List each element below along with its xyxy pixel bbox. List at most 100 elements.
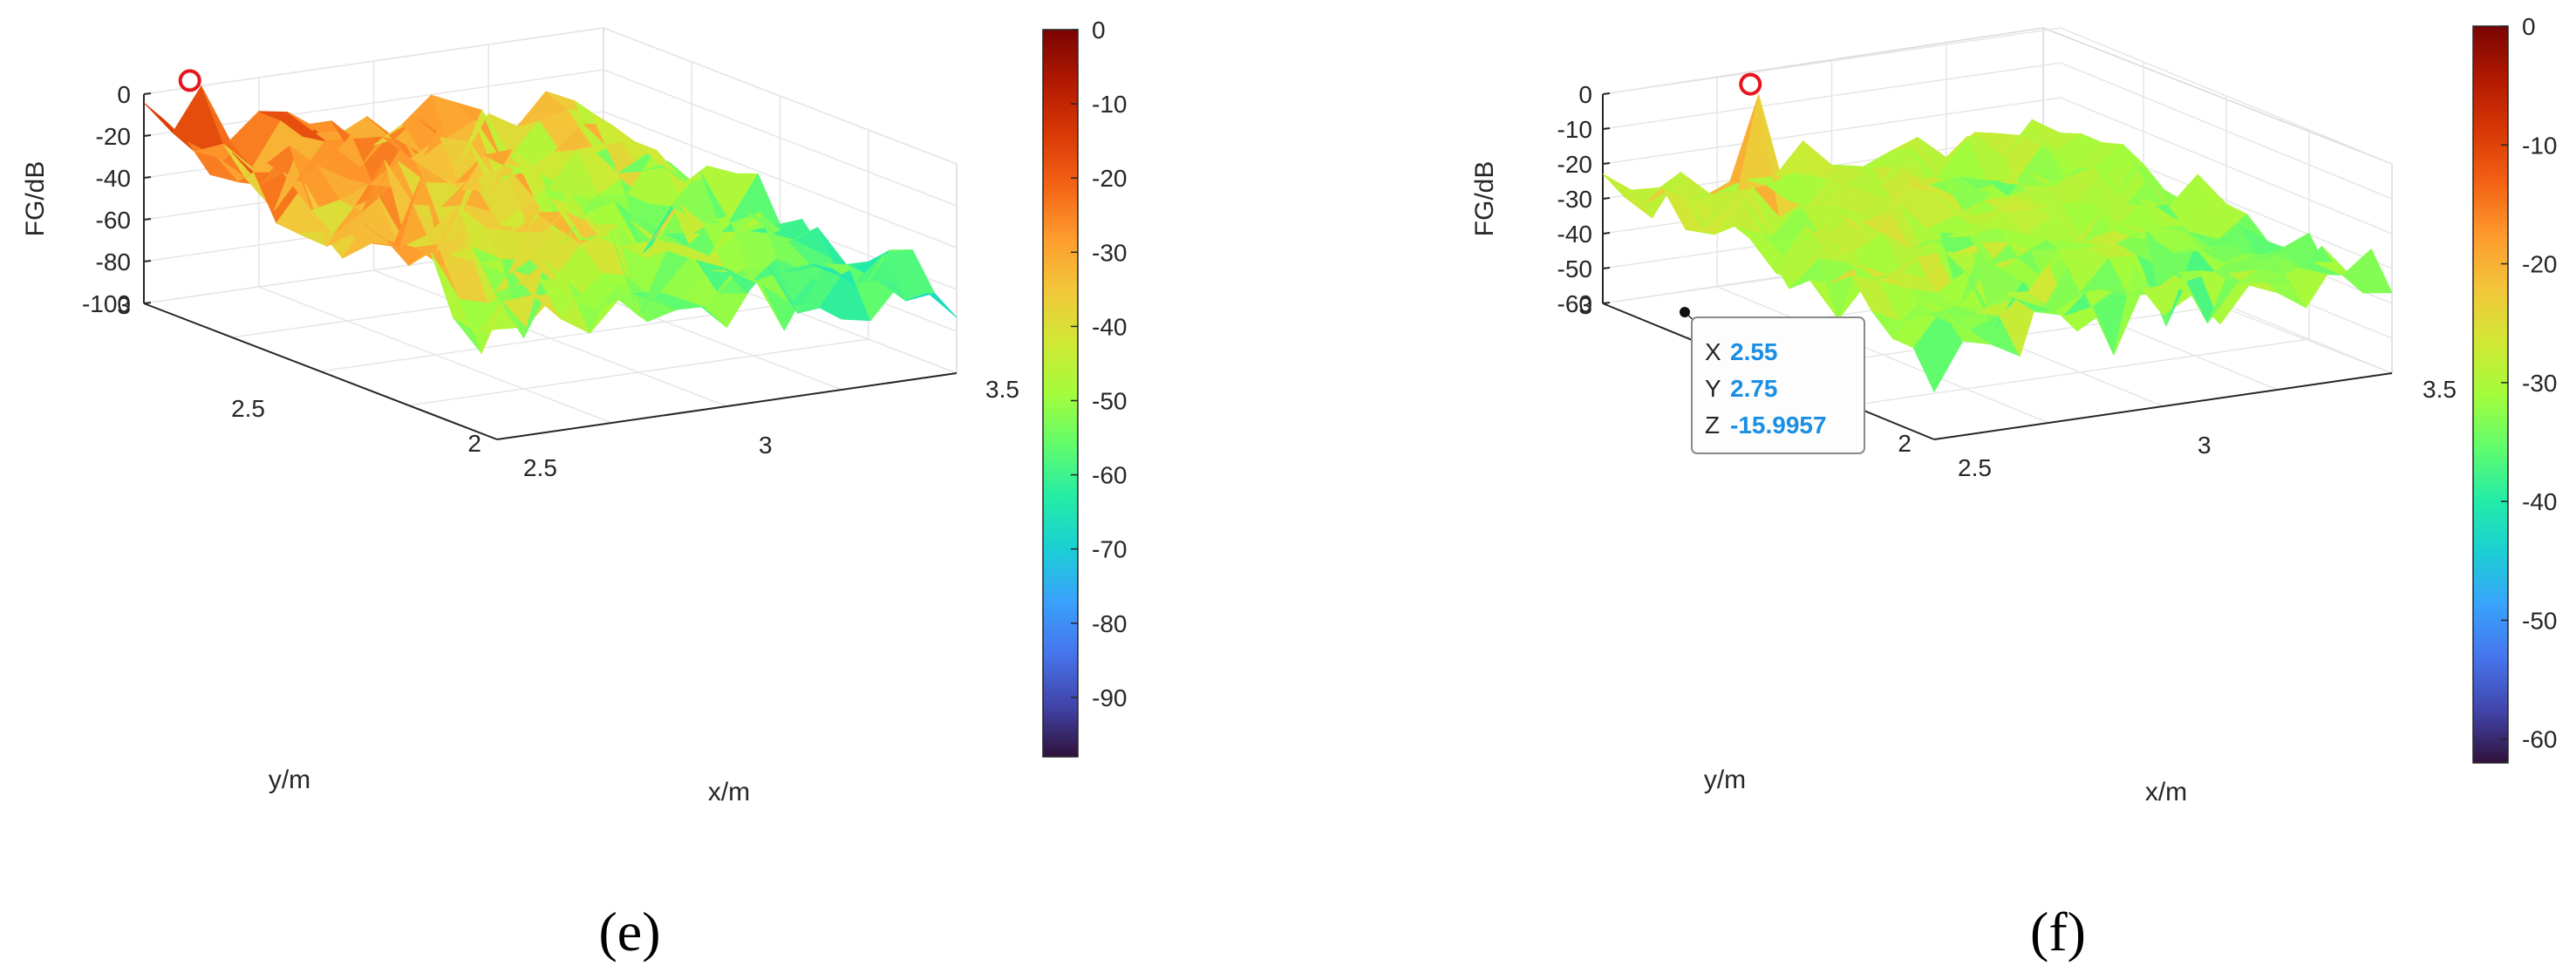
surface-cell — [905, 292, 957, 318]
colorbar-tick-label: -40 — [2522, 488, 2557, 515]
colorbar-tick-label: -20 — [1092, 165, 1127, 192]
x-tick-label: 3.5 — [985, 376, 1019, 403]
z-tick-label: -40 — [1557, 221, 1592, 248]
y-axis-label-f: y/m — [1704, 765, 1746, 794]
z-tick-mark — [1602, 232, 1611, 235]
colorbar-tick-label: -60 — [1092, 462, 1127, 489]
datatip[interactable]: X 2.55 Y 2.75 Z -15.9957 — [1680, 307, 1865, 454]
x-tick-label: 3 — [2198, 432, 2211, 459]
datatip-anchor-point[interactable] — [1680, 307, 1690, 317]
z-axis-label-f: FG/dB — [1470, 161, 1499, 237]
z-tick-label: -20 — [96, 123, 131, 150]
gridline-z — [1602, 27, 2393, 165]
colorbar-tick-label: -80 — [1092, 610, 1127, 637]
z-tick-mark — [1602, 162, 1611, 165]
z-tick-mark — [143, 260, 152, 262]
datatip-z-label: Z — [1705, 412, 1720, 439]
z-ticks-e: 0 -20 -40 -60 -80 -100 — [82, 81, 152, 317]
z-axis-label-e: FG/dB — [21, 161, 50, 237]
peak-marker-e — [178, 69, 201, 92]
colorbar-tick-label: -90 — [1092, 684, 1127, 711]
gridline-z — [143, 27, 957, 165]
colorbar-tick-label: -60 — [2522, 726, 2557, 753]
y-axis-line-e — [143, 303, 498, 440]
x-axis-label-f: x/m — [2145, 778, 2187, 806]
y-tick-label: 2 — [1898, 430, 1912, 457]
peak-marker-circle[interactable] — [1739, 72, 1762, 96]
z-tick-mark — [143, 176, 152, 179]
colorbar-tick-label: -20 — [2522, 251, 2557, 278]
colorbar-tick-label: -10 — [1092, 91, 1127, 118]
gridline-y — [1850, 130, 2310, 406]
colorbar-tick-label: 0 — [1092, 17, 1106, 44]
peak-marker-f — [1739, 72, 1762, 96]
x-tick-label: 2.5 — [523, 454, 557, 481]
z-tick-label: 0 — [1578, 81, 1592, 108]
y-tick-label: 3 — [1578, 292, 1592, 319]
colorbar-ticks-e: 0 -10 -20 -30 -40 -50 -60 -70 -80 -90 — [1071, 17, 1127, 711]
x-axis-line-e — [496, 372, 957, 440]
z-tick-label: -20 — [1557, 151, 1592, 178]
colorbar-tick-label: 0 — [2522, 13, 2536, 40]
datatip-x-value: 2.55 — [1730, 338, 1778, 365]
z-tick-label: -60 — [1557, 290, 1592, 317]
x-tick-label: 3.5 — [2423, 376, 2457, 403]
z-ticks-f: 0 -10 -20 -30 -40 -50 -60 — [1557, 81, 1611, 317]
colorbar-tick-label: -10 — [2522, 132, 2557, 159]
z-tick-label: 0 — [117, 81, 131, 108]
y-tick-label: 2.5 — [231, 395, 265, 422]
x-ticks-f: 2.5 3 3.5 — [1958, 376, 2457, 481]
z-tick-mark — [1602, 127, 1611, 130]
z-tick-label: -40 — [96, 165, 131, 192]
y-tick-label: 2 — [467, 430, 481, 457]
gridline-y — [408, 130, 869, 406]
colorbar-tick-label: -50 — [2522, 607, 2557, 634]
z-tick-label: -60 — [96, 207, 131, 234]
colorbar-f: 0 -10 -20 -30 -40 -50 -60 — [2472, 13, 2557, 764]
surface-cell — [2341, 248, 2393, 294]
datatip-y-value: 2.75 — [1730, 375, 1778, 402]
colorbar-e: 0 -10 -20 -30 -40 -50 -60 -70 -80 -90 — [1042, 17, 1127, 758]
datatip-z-value: -15.9957 — [1730, 412, 1827, 439]
colorbar-ramp-f — [2472, 25, 2509, 764]
surface-f — [1602, 94, 2393, 393]
z-tick-mark — [143, 218, 152, 221]
colorbar-tick-label: -30 — [1092, 239, 1127, 266]
colorbar-ticks-f: 0 -10 -20 -30 -40 -50 -60 — [2501, 13, 2557, 753]
colorbar-tick-label: -40 — [1092, 313, 1127, 340]
x-tick-label: 2.5 — [1958, 454, 1992, 481]
y-axis-label-e: y/m — [269, 765, 310, 794]
y-ticks-e: 32.52 — [117, 292, 481, 457]
z-tick-label: -80 — [96, 248, 131, 276]
z-tick-label: -100 — [82, 290, 131, 317]
x-axis-label-e: x/m — [708, 778, 750, 806]
datatip-y-label: Y — [1705, 375, 1721, 402]
gridline-z — [143, 69, 957, 207]
colorbar-tick-label: -30 — [2522, 370, 2557, 397]
colorbar-ramp-e — [1042, 29, 1079, 758]
z-tick-mark — [1602, 267, 1611, 269]
z-tick-mark — [1602, 92, 1611, 95]
colorbar-tick-label: -70 — [1092, 536, 1127, 563]
panel-label-e: (e) — [598, 901, 660, 963]
datatip-box — [1691, 316, 1865, 454]
panel-label-f: (f) — [2030, 901, 2086, 963]
chart-e: 0-20-40-60-80-100 2.533.5 32.52 FG/dB y/… — [21, 17, 1127, 963]
x-ticks-e: 2.5 3 3.5 — [523, 376, 1019, 481]
chart-f: 0-10-20-30-40-50-60 2.533.5 32.52 FG/dB … — [1470, 13, 2557, 963]
z-tick-mark — [1602, 197, 1611, 200]
x-tick-label: 3 — [759, 432, 773, 459]
z-tick-label: -30 — [1557, 186, 1592, 213]
z-tick-label: -50 — [1557, 255, 1592, 282]
z-tick-label: -10 — [1557, 116, 1592, 143]
surface-e — [143, 85, 957, 355]
z-tick-mark — [143, 92, 152, 95]
datatip-x-label: X — [1705, 338, 1721, 365]
z-tick-mark — [143, 134, 152, 137]
x-axis-line-f — [1933, 372, 2393, 440]
colorbar-tick-label: -50 — [1092, 388, 1127, 415]
peak-marker-circle[interactable] — [178, 69, 201, 92]
back-top-right-f — [2042, 27, 2393, 165]
y-tick-label: 3 — [117, 292, 131, 319]
